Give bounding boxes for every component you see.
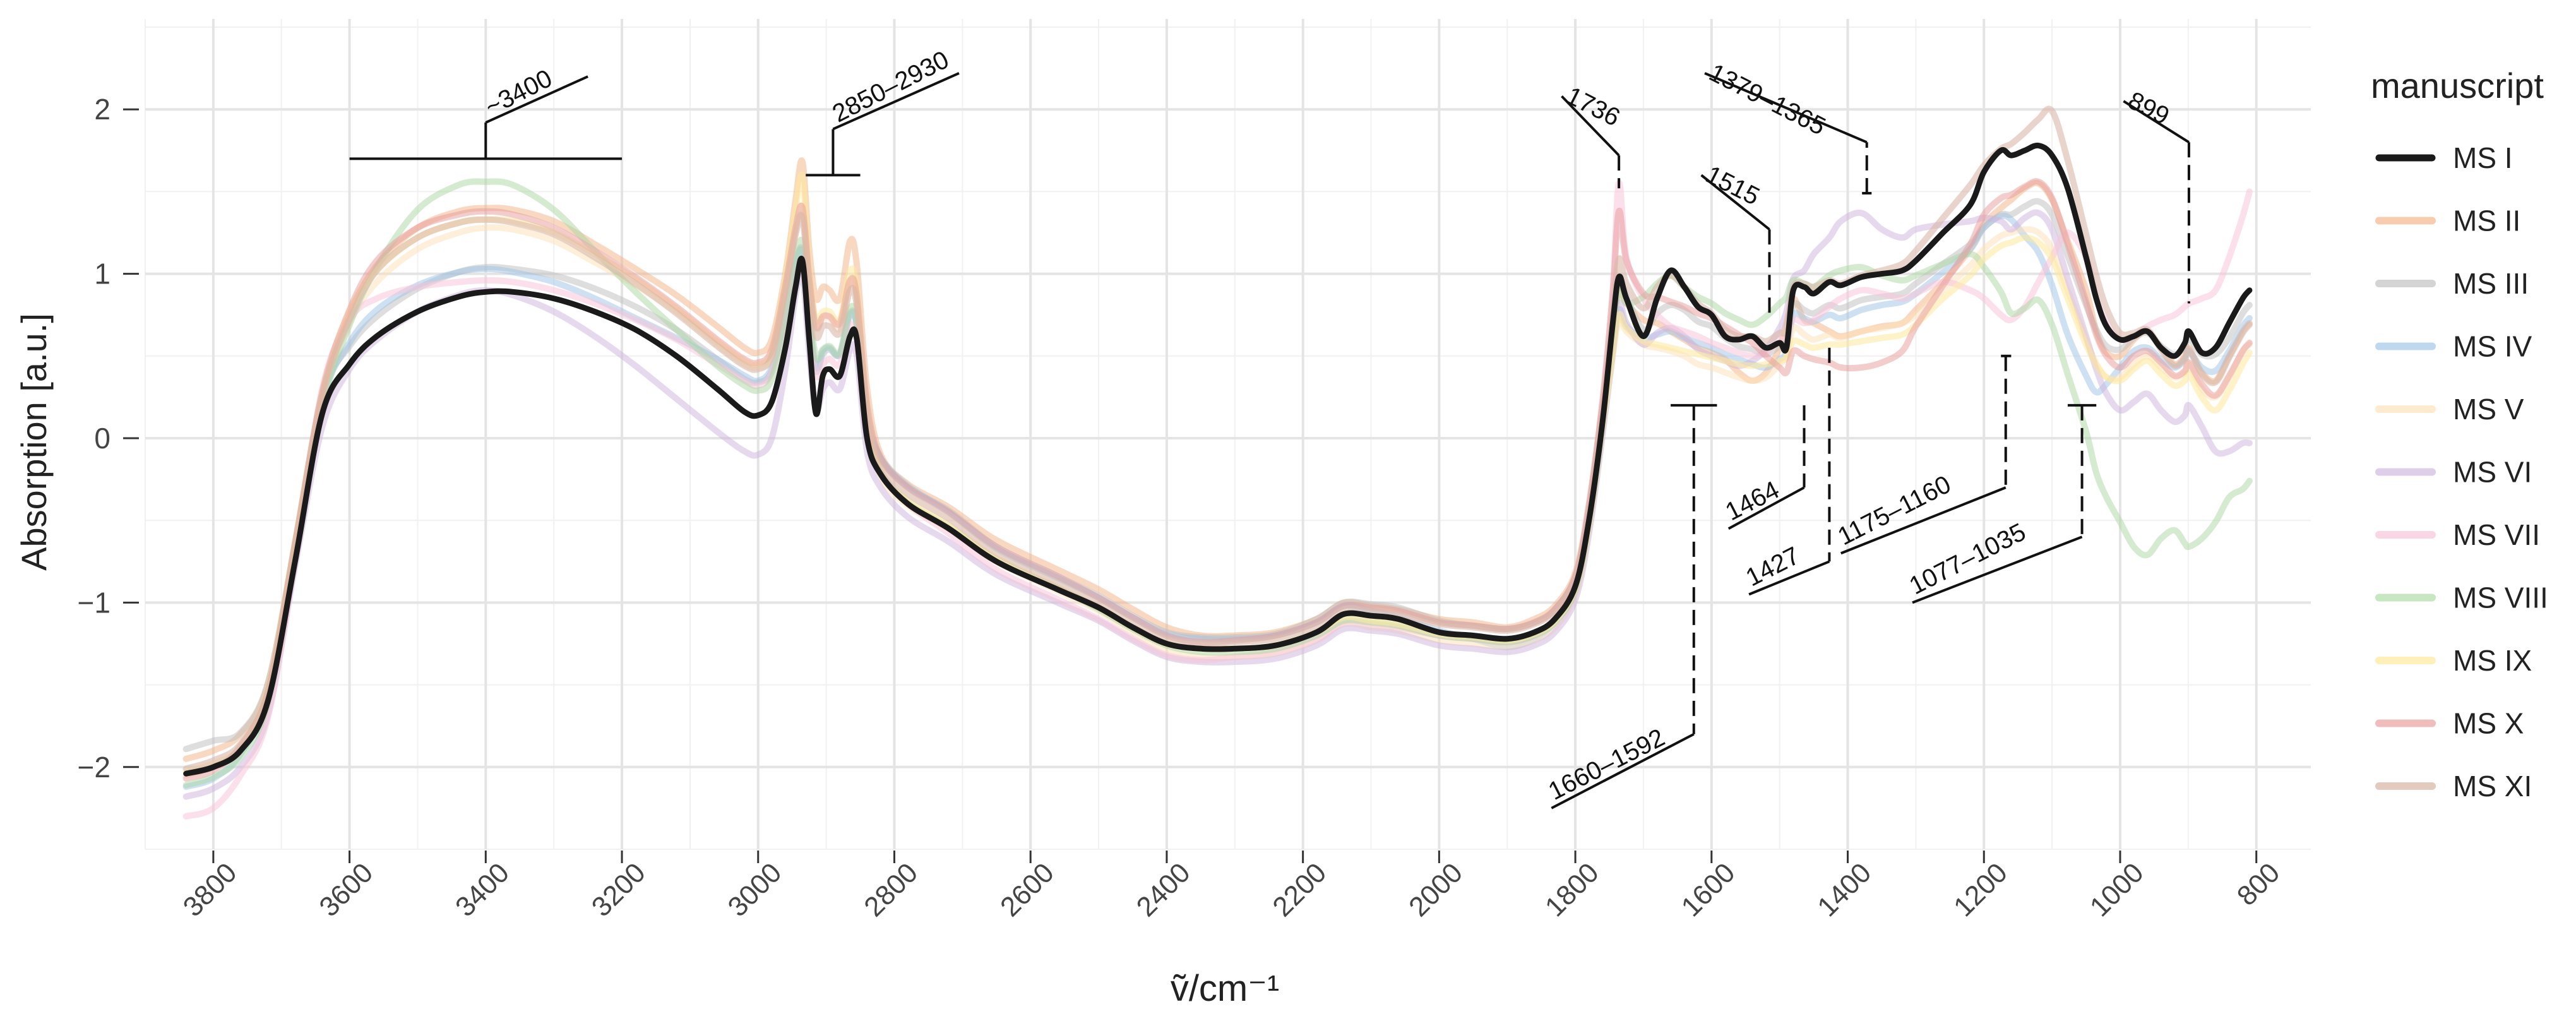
annotation-leader bbox=[485, 75, 588, 124]
legend-label: MS XI bbox=[2453, 770, 2532, 803]
plot-panel bbox=[145, 19, 2311, 849]
legend-item: MS VII bbox=[2375, 518, 2540, 551]
y-axis-label: Absorption [a.u.] bbox=[14, 313, 54, 571]
legend-label: MS I bbox=[2453, 141, 2513, 174]
legend-label: MS III bbox=[2453, 267, 2529, 300]
legend-item: MS XI bbox=[2375, 770, 2532, 803]
annotation-leader bbox=[2123, 100, 2190, 143]
annotation-leader bbox=[1912, 535, 2083, 604]
legend-item: MS III bbox=[2375, 267, 2529, 300]
series-lines bbox=[182, 105, 2253, 820]
y-tick-label: 2 bbox=[94, 93, 110, 126]
y-tick-label: −2 bbox=[78, 751, 110, 784]
legend-label: MS IV bbox=[2453, 330, 2532, 363]
legend-label: MS VIII bbox=[2453, 582, 2548, 614]
x-tick-label: 2800 bbox=[858, 857, 924, 923]
y-tick-label: −1 bbox=[78, 586, 110, 619]
x-tick-label: 3800 bbox=[177, 857, 243, 923]
x-tick-label: 3400 bbox=[450, 857, 515, 923]
legend-item: MS II bbox=[2375, 205, 2520, 237]
legend-item: MS VI bbox=[2375, 456, 2532, 489]
legend-label: MS II bbox=[2453, 205, 2520, 237]
x-tick-label: 2000 bbox=[1403, 857, 1469, 923]
x-tick-label: 3600 bbox=[313, 857, 379, 923]
x-tick-label: 3200 bbox=[586, 857, 652, 923]
series-line-ms-xi bbox=[182, 105, 2253, 772]
x-tick-label: 2200 bbox=[1267, 857, 1332, 923]
x-axis-label: ṽ/cm⁻¹ bbox=[1171, 968, 1279, 1009]
annotation-leader bbox=[1748, 560, 1830, 596]
annotation-leader bbox=[1551, 732, 1695, 809]
x-tick-label: 800 bbox=[2231, 857, 2286, 912]
y-tick-label: 1 bbox=[94, 258, 110, 290]
legend-label: MS VII bbox=[2453, 518, 2540, 551]
annotation-leader bbox=[1727, 486, 1805, 530]
x-tick-label: 1800 bbox=[1539, 857, 1605, 923]
legend-item: MS X bbox=[2375, 707, 2524, 740]
legend-item: MS VIII bbox=[2375, 582, 2548, 614]
series-line-ms-i bbox=[183, 142, 2253, 777]
x-tick-label: 1400 bbox=[1811, 857, 1877, 923]
legend: manuscript MS I MS II MS III MS IV MS V MS VI… bbox=[2371, 66, 2548, 803]
legend-label: MS V bbox=[2453, 393, 2524, 426]
annotation-leader bbox=[1704, 72, 1868, 144]
annotation-leader bbox=[832, 72, 960, 131]
x-tick-label: 2600 bbox=[994, 857, 1060, 923]
series-line-ms-vi bbox=[182, 209, 2253, 800]
legend-label: MS X bbox=[2453, 707, 2524, 740]
x-tick-label: 2400 bbox=[1131, 857, 1196, 923]
annotation-leader bbox=[1561, 95, 1620, 157]
legend-item: MS IV bbox=[2375, 330, 2532, 363]
legend-item: MS IX bbox=[2375, 644, 2532, 677]
x-tick-label: 1200 bbox=[1948, 857, 2013, 923]
legend-title: manuscript bbox=[2371, 66, 2544, 105]
x-tick-label: 1600 bbox=[1676, 857, 1741, 923]
legend-label: MS IX bbox=[2453, 644, 2532, 677]
legend-item: MS I bbox=[2375, 141, 2513, 174]
x-tick-label: 1000 bbox=[2084, 857, 2150, 923]
grid-lines bbox=[145, 19, 2311, 850]
y-tick-label: 0 bbox=[94, 422, 110, 455]
legend-item: MS V bbox=[2375, 393, 2524, 426]
annotation-leader bbox=[1840, 486, 2007, 555]
annotation-leader bbox=[1700, 174, 1770, 230]
x-tick-label: 3000 bbox=[722, 857, 788, 923]
legend-label: MS VI bbox=[2453, 456, 2532, 489]
